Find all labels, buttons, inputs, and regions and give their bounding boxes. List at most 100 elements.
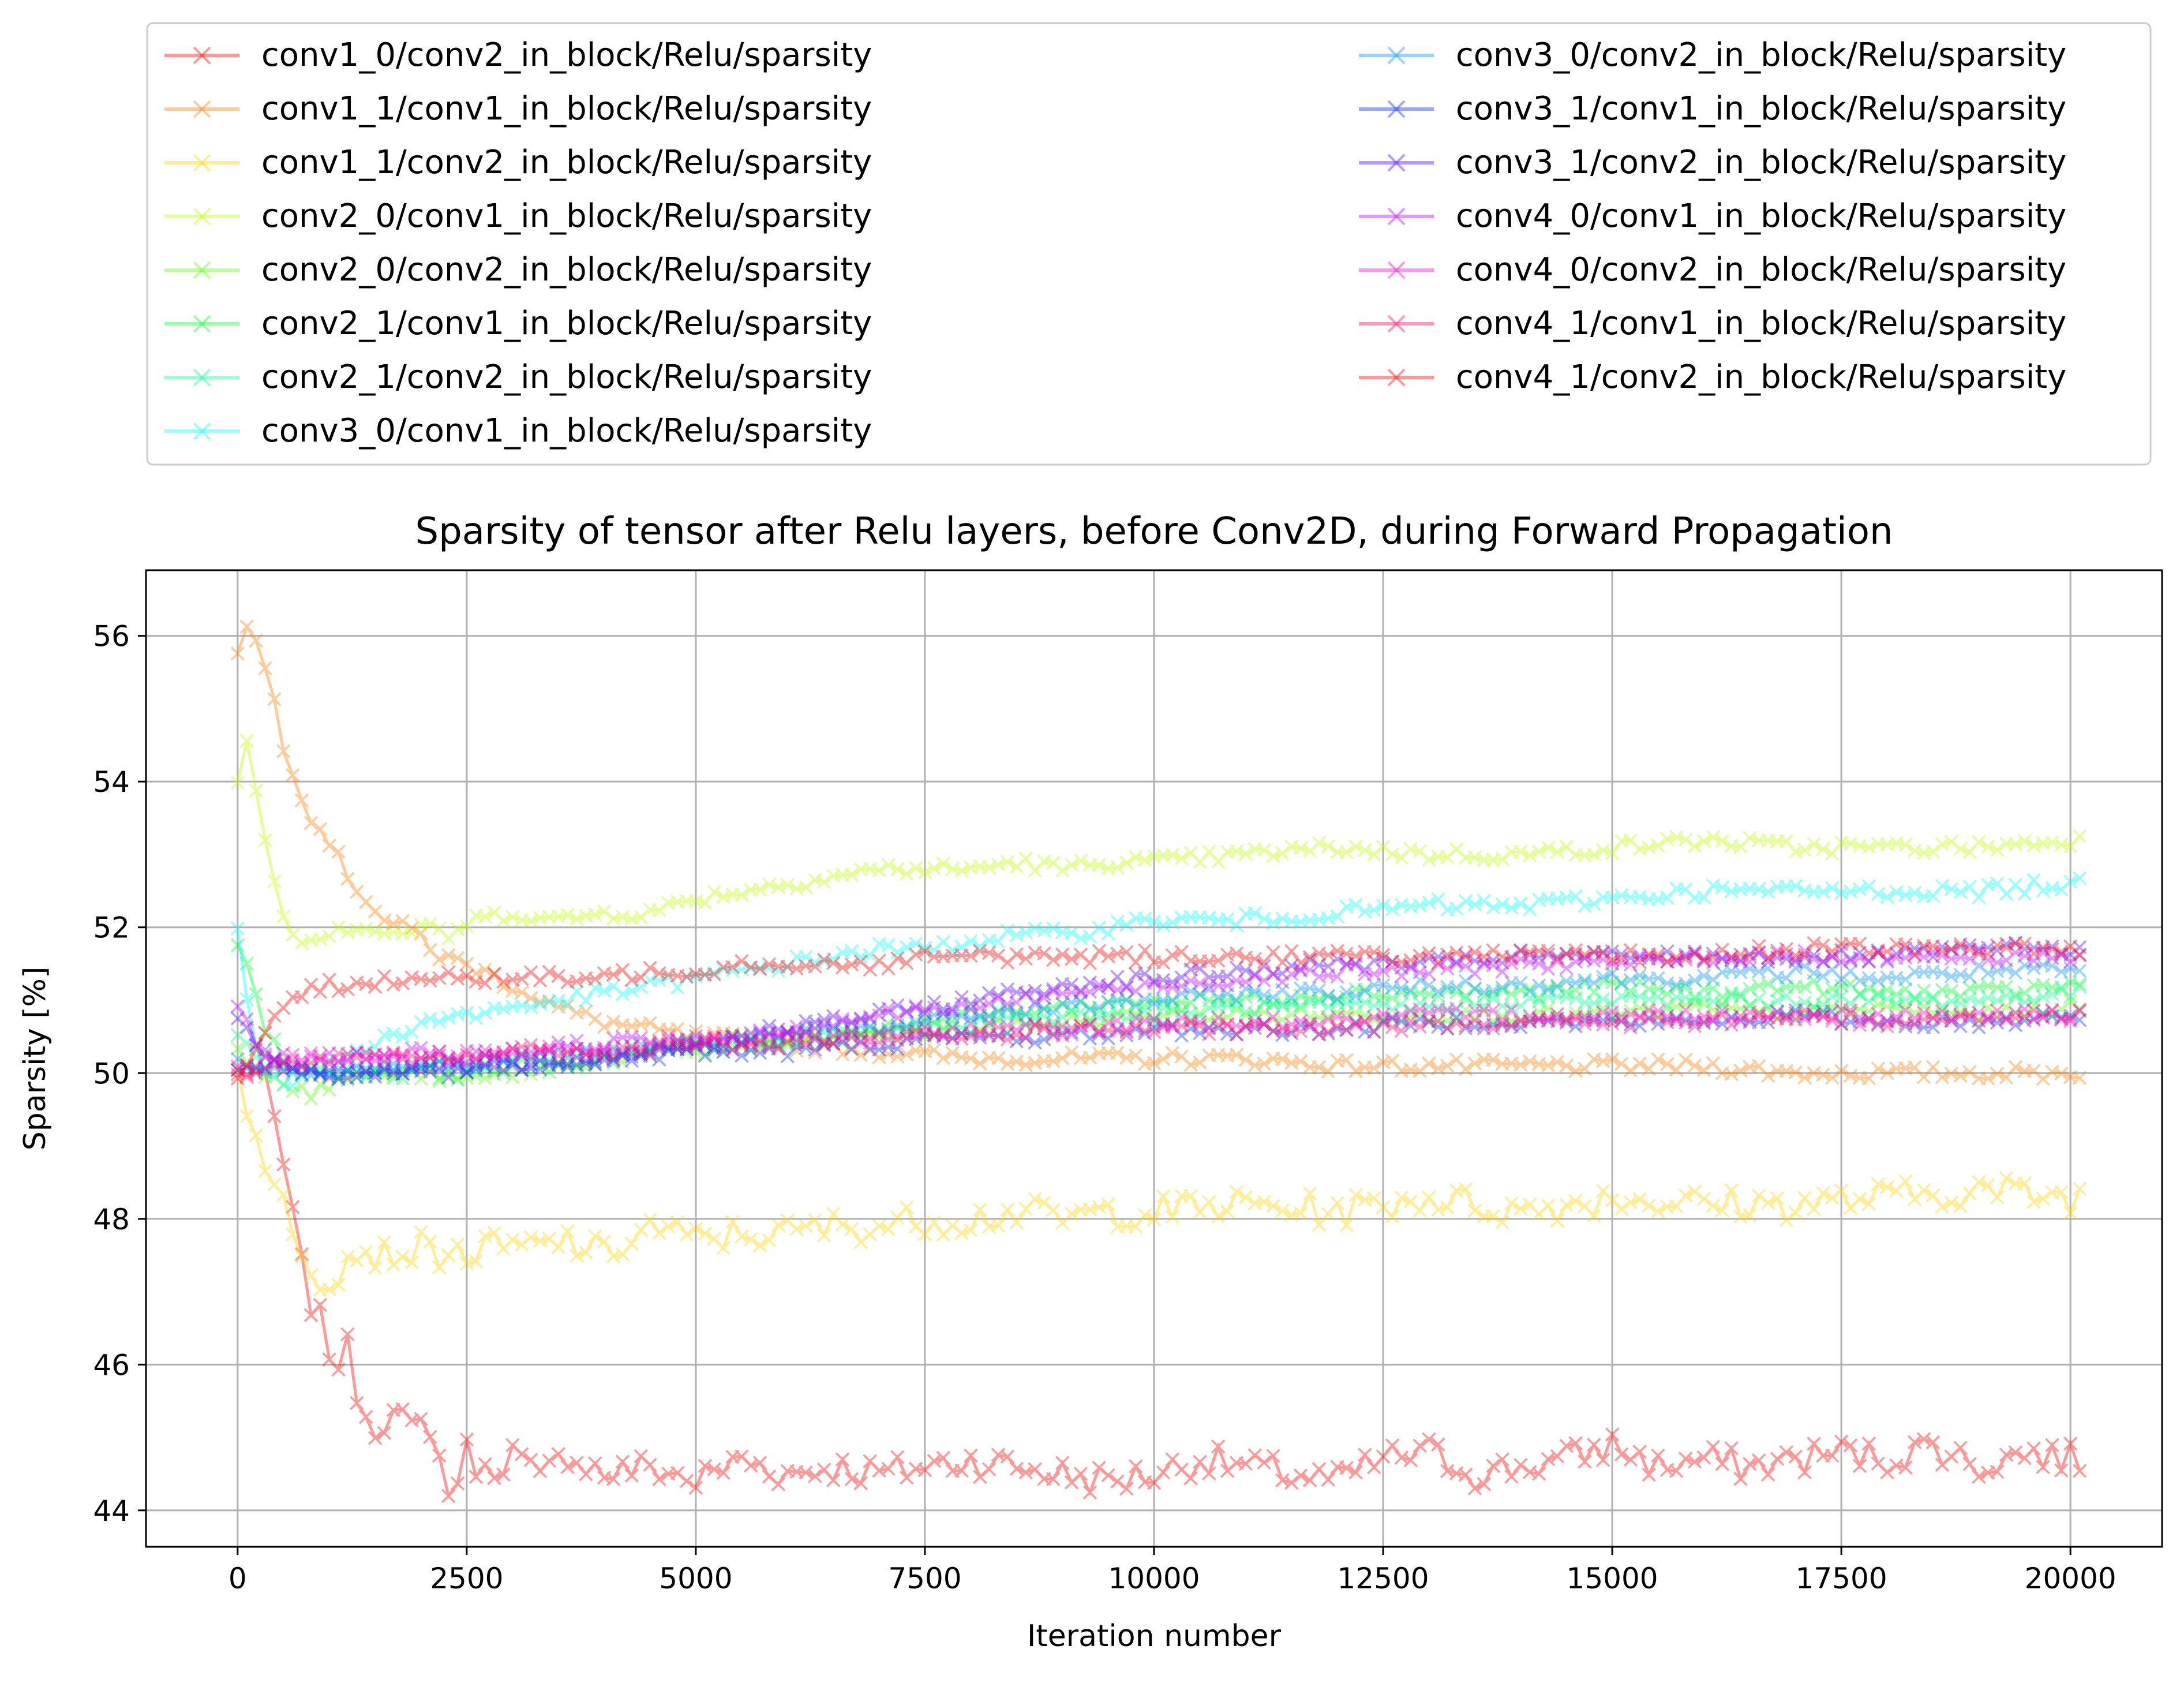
- y-tick-label: 46: [93, 1348, 130, 1382]
- data-point: [1073, 1018, 1088, 1033]
- data-point: [1202, 910, 1216, 925]
- data-point: [1760, 1195, 1775, 1210]
- data-point: [1477, 998, 1491, 1013]
- data-point: [1394, 1008, 1409, 1022]
- data-point: [542, 1055, 557, 1069]
- data-point: [350, 1045, 364, 1060]
- data-point: [1293, 962, 1308, 976]
- data-point: [587, 981, 602, 995]
- data-point: [1724, 1018, 1739, 1032]
- data-point: [954, 1050, 969, 1065]
- data-point: [2008, 1005, 2023, 1020]
- data-point: [1220, 1464, 1235, 1478]
- data-point: [1366, 989, 1381, 1003]
- data-point: [1495, 1452, 1509, 1467]
- series-line: [236, 944, 2080, 1082]
- data-point: [1348, 1015, 1363, 1030]
- data-point: [716, 1041, 731, 1055]
- data-point: [1110, 1045, 1125, 1060]
- data-point: [1339, 1011, 1354, 1026]
- data-point: [1431, 949, 1445, 964]
- data-point: [1238, 1456, 1253, 1471]
- data-point: [652, 903, 666, 918]
- data-point: [1165, 1018, 1179, 1033]
- data-point: [1275, 996, 1290, 1010]
- data-point: [377, 968, 392, 983]
- data-point: [1202, 1020, 1216, 1035]
- data-point: [1156, 1016, 1171, 1031]
- data-point: [1403, 960, 1418, 975]
- data-point: [2008, 936, 2023, 951]
- data-point: [432, 971, 447, 985]
- data-point: [1669, 978, 1684, 992]
- data-point: [1724, 949, 1739, 964]
- data-point: [331, 1054, 346, 1069]
- data-point: [1696, 1450, 1711, 1465]
- data-point: [377, 926, 392, 941]
- data-point: [1825, 1013, 1840, 1028]
- data-point: [1165, 948, 1179, 963]
- data-point: [1366, 967, 1381, 981]
- data-point: [1376, 1055, 1391, 1069]
- data-point: [267, 1061, 282, 1075]
- data-point: [267, 1109, 282, 1124]
- data-point: [1981, 940, 1995, 955]
- data-point: [1376, 1200, 1391, 1215]
- data-point: [1816, 1186, 1830, 1200]
- data-point: [587, 1055, 602, 1069]
- data-point: [313, 1282, 327, 1297]
- data-point: [533, 973, 548, 988]
- data-point: [450, 1056, 465, 1071]
- data-point: [1880, 970, 1894, 985]
- data-point: [872, 1002, 886, 1016]
- data-point: [771, 1477, 786, 1491]
- data-point: [1522, 984, 1537, 998]
- data-point: [735, 1036, 749, 1051]
- data-point: [853, 1026, 868, 1041]
- data-point: [2036, 958, 2050, 972]
- data-point: [560, 998, 575, 1013]
- data-point: [872, 1025, 886, 1040]
- data-point: [514, 1447, 529, 1461]
- data-point: [239, 1059, 254, 1074]
- data-point: [340, 925, 355, 940]
- data-point: [1486, 958, 1500, 973]
- data-point: [487, 1064, 501, 1078]
- data-point: [331, 1046, 346, 1061]
- data-point: [634, 1037, 648, 1052]
- data-point: [1907, 1435, 1922, 1449]
- data-point: [799, 1465, 813, 1480]
- data-point: [1147, 996, 1162, 1011]
- data-point: [1486, 1021, 1500, 1036]
- data-point: [1514, 1202, 1528, 1216]
- data-point: [1514, 998, 1528, 1013]
- data-point: [313, 1065, 327, 1080]
- data-point: [1925, 1011, 1940, 1026]
- data-point: [340, 1060, 355, 1075]
- data-point: [2054, 1012, 2069, 1027]
- legend-label: conv4_1/conv2_in_block/Relu/sparsity: [1456, 358, 2066, 396]
- data-point: [2036, 1072, 2050, 1086]
- data-point: [404, 1024, 419, 1039]
- data-point: [478, 1005, 492, 1020]
- data-point: [853, 1028, 868, 1043]
- data-point: [560, 1047, 575, 1062]
- data-point: [2008, 1011, 2023, 1026]
- data-point: [1156, 996, 1171, 1010]
- data-point: [2072, 1003, 2087, 1018]
- data-point: [1972, 994, 1986, 1009]
- data-point: [652, 1022, 666, 1037]
- data-point: [780, 1025, 795, 1039]
- data-point: [285, 990, 300, 1004]
- data-point: [1999, 1070, 2014, 1085]
- data-point: [1852, 1018, 1867, 1033]
- data-point: [1211, 1018, 1226, 1032]
- data-point: [1302, 949, 1317, 964]
- data-point: [487, 1048, 501, 1063]
- data-point: [1046, 952, 1061, 967]
- data-point: [1284, 1017, 1299, 1031]
- legend-label: conv4_1/conv1_in_block/Relu/sparsity: [1456, 305, 2066, 342]
- legend-label: conv4_0/conv1_in_block/Relu/sparsity: [1456, 197, 2066, 235]
- data-point: [368, 1048, 383, 1063]
- data-point: [881, 1222, 896, 1236]
